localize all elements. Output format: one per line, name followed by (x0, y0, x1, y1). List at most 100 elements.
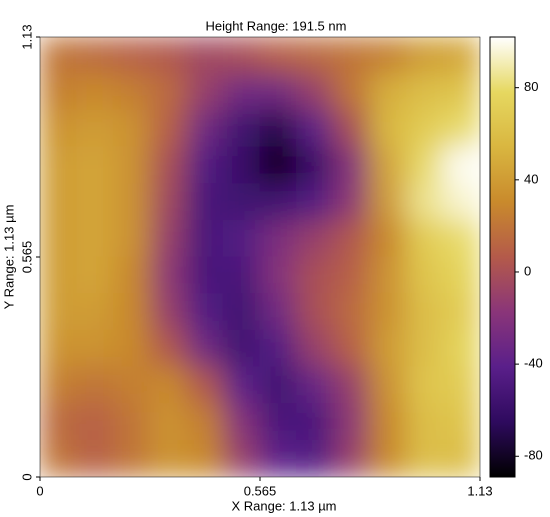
heatmap-cell (112, 219, 151, 258)
heatmap-cell (442, 219, 480, 258)
heatmap-cell (442, 256, 480, 295)
heatmap-cell (186, 73, 224, 111)
heatmap-cell (442, 73, 480, 111)
heatmap-cell (40, 109, 78, 148)
heatmap-cell (40, 37, 78, 75)
heatmap-cell (406, 183, 444, 221)
heatmap-cell (149, 439, 188, 477)
x-axis-title: X Range: 1.13 µm (231, 498, 336, 513)
heatmap-cell (332, 256, 371, 295)
heatmap-cell (369, 183, 408, 221)
heatmap-cell (40, 293, 78, 331)
heatmap-cell (222, 366, 261, 405)
heatmap-cell (259, 366, 298, 405)
heatmap-cell (76, 256, 114, 295)
heatmap-cell (332, 109, 371, 148)
chart-title: Height Range: 191.5 nm (206, 18, 347, 33)
colorbar (489, 36, 516, 478)
heatmap-cell (186, 219, 224, 258)
heatmap-cell (222, 256, 261, 295)
heatmap-cell (406, 219, 444, 258)
heatmap-cell (369, 256, 408, 295)
heatmap-cell (186, 109, 224, 148)
heatmap-cell (222, 37, 261, 75)
heatmap-cell (76, 403, 114, 441)
x-tick-label: 1.13 (467, 483, 492, 498)
heatmap-cell (40, 403, 78, 441)
heatmap-cell (406, 403, 444, 441)
colorbar-tick-label: -80 (524, 448, 543, 463)
heatmap-cell (259, 109, 298, 148)
heatmap-cell (112, 256, 151, 295)
heatmap-cell (296, 219, 334, 258)
colorbar-tick-label: 40 (524, 171, 538, 186)
heatmap-cell (296, 366, 334, 405)
heatmap-cell (369, 37, 408, 75)
heatmap-cell (186, 183, 224, 221)
heatmap-cell (76, 183, 114, 221)
heatmap-cell (296, 403, 334, 441)
heatmap-cell (222, 293, 261, 331)
heatmap-cell (76, 37, 114, 75)
heatmap-cell (222, 146, 261, 185)
heatmap-cell (332, 183, 371, 221)
heatmap-cell (259, 293, 298, 331)
heatmap-cell (259, 256, 298, 295)
heatmap-cell (259, 439, 298, 477)
heatmap-cell (149, 256, 188, 295)
heatmap-cells (40, 37, 480, 477)
heatmap-cell (186, 439, 224, 477)
heatmap-cell (186, 403, 224, 441)
heatmap-cell (40, 256, 78, 295)
heatmap-cell (186, 256, 224, 295)
heatmap-cell (296, 109, 334, 148)
heatmap-cell (222, 109, 261, 148)
heatmap-cell (112, 109, 151, 148)
heatmap-cell (76, 366, 114, 405)
heatmap-cell (112, 439, 151, 477)
heatmap-cell (296, 183, 334, 221)
heatmap-cell (406, 73, 444, 111)
heatmap-cell (369, 366, 408, 405)
heatmap-cell (296, 256, 334, 295)
heatmap-cell (40, 366, 78, 405)
heatmap-cell (296, 37, 334, 75)
heatmap-cell (112, 329, 151, 368)
heatmap-cell (442, 293, 480, 331)
heatmap-cell (332, 219, 371, 258)
heatmap-cell (332, 403, 371, 441)
heatmap-cell (186, 366, 224, 405)
heatmap-area (40, 37, 480, 477)
y-tick-label: 0 (19, 473, 34, 480)
heatmap-cell (442, 109, 480, 148)
heatmap-cell (296, 439, 334, 477)
heatmap-cell (369, 219, 408, 258)
heatmap-cell (332, 293, 371, 331)
heatmap-cell (40, 73, 78, 111)
heatmap-cell (112, 403, 151, 441)
heatmap-cell (406, 439, 444, 477)
heatmap-cell (186, 37, 224, 75)
heatmap-cell (332, 439, 371, 477)
heatmap-cell (259, 146, 298, 185)
heatmap-cell (369, 403, 408, 441)
heatmap-cell (149, 293, 188, 331)
heatmap-cell (149, 403, 188, 441)
heatmap-cell (296, 293, 334, 331)
heatmap-cell (296, 329, 334, 368)
heatmap-cell (259, 183, 298, 221)
heatmap-cell (442, 329, 480, 368)
heatmap-cell (186, 329, 224, 368)
heatmap-cell (222, 183, 261, 221)
heatmap-cell (259, 37, 298, 75)
colorbar-tick-label: 0 (524, 263, 531, 278)
heatmap-cell (406, 293, 444, 331)
heatmap-cell (149, 329, 188, 368)
heatmap-cell (149, 366, 188, 405)
heatmap-cell (332, 37, 371, 75)
heatmap-cell (149, 183, 188, 221)
heatmap-cell (222, 439, 261, 477)
heatmap-cell (76, 439, 114, 477)
heatmap-cell (76, 329, 114, 368)
x-tick-label: 0 (36, 483, 43, 498)
